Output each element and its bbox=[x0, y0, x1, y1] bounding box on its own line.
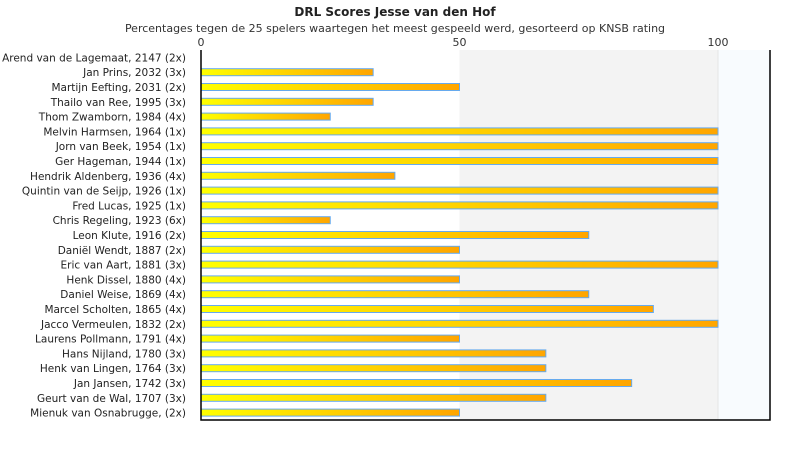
y-category-label: Ger Hageman, 1944 (1x) bbox=[55, 156, 186, 168]
y-category-label: Henk Dissel, 1880 (4x) bbox=[66, 274, 186, 286]
y-category-label: Geurt van de Wal, 1707 (3x) bbox=[37, 393, 186, 405]
bar bbox=[200, 290, 590, 299]
bar bbox=[200, 349, 547, 358]
bar bbox=[200, 393, 547, 402]
y-category-label: Daniel Weise, 1869 (4x) bbox=[60, 289, 186, 301]
y-category-label: Thailo van Ree, 1995 (3x) bbox=[50, 97, 186, 109]
y-category-label: Eric van Aart, 1881 (3x) bbox=[61, 260, 187, 272]
bar bbox=[200, 379, 633, 387]
y-category-label: Melvin Harmsen, 1964 (1x) bbox=[43, 126, 186, 138]
y-category-label: Chris Regeling, 1923 (6x) bbox=[53, 215, 186, 227]
bar bbox=[200, 245, 460, 254]
bar bbox=[200, 305, 654, 313]
y-category-label: Leon Klute, 1916 (2x) bbox=[73, 230, 186, 242]
y-category-label: Arend van de Lagemaat, 2147 (2x) bbox=[2, 52, 186, 64]
chart-title: DRL Scores Jesse van den Hof bbox=[294, 5, 496, 19]
y-category-label: Martijn Eefting, 2031 (2x) bbox=[51, 82, 186, 94]
bar bbox=[200, 275, 460, 284]
y-category-label: Daniël Wendt, 1887 (2x) bbox=[58, 245, 186, 257]
bar bbox=[200, 68, 374, 77]
y-category-label: Marcel Scholten, 1865 (4x) bbox=[44, 304, 186, 316]
y-category-label: Quintin van de Seijp, 1926 (1x) bbox=[22, 186, 186, 198]
bar bbox=[200, 97, 374, 106]
chart-subtitle: Percentages tegen de 25 spelers waartege… bbox=[125, 22, 665, 35]
y-category-label: Hendrik Aldenberg, 1936 (4x) bbox=[30, 171, 186, 183]
bar bbox=[200, 171, 396, 180]
y-category-label: Jacco Vermeulen, 1832 (2x) bbox=[40, 319, 186, 331]
bar bbox=[200, 231, 590, 239]
bar bbox=[200, 201, 719, 210]
y-category-label: Thom Zwamborn, 1984 (4x) bbox=[38, 112, 186, 124]
x-tick-label: 50 bbox=[453, 36, 467, 49]
bar bbox=[200, 127, 719, 136]
bar bbox=[200, 334, 460, 343]
y-category-label: Mienuk van Osnabrugge, (2x) bbox=[30, 408, 186, 420]
y-category-label: Jan Jansen, 1742 (3x) bbox=[73, 378, 186, 390]
x-tick-label: 0 bbox=[198, 36, 205, 49]
bar bbox=[200, 319, 719, 328]
y-category-label: Jan Prins, 2032 (3x) bbox=[82, 67, 186, 79]
x-tick-label: 100 bbox=[708, 36, 729, 49]
plot-frame bbox=[200, 50, 771, 421]
bar bbox=[200, 112, 331, 121]
bar bbox=[200, 408, 460, 417]
bar bbox=[200, 157, 719, 165]
y-category-label: Jorn van Beek, 1954 (1x) bbox=[55, 141, 186, 153]
band-100-plus bbox=[718, 50, 770, 420]
bar bbox=[200, 260, 719, 269]
bar bbox=[200, 83, 460, 91]
y-category-label: Hans Nijland, 1780 (3x) bbox=[62, 348, 186, 360]
y-category-label: Henk van Lingen, 1764 (3x) bbox=[40, 363, 186, 375]
bar bbox=[200, 186, 719, 195]
bar bbox=[200, 142, 719, 151]
bar bbox=[200, 216, 331, 225]
y-category-label: Laurens Pollmann, 1791 (4x) bbox=[35, 334, 186, 346]
bar bbox=[200, 364, 547, 373]
y-category-label: Fred Lucas, 1925 (1x) bbox=[72, 200, 186, 212]
